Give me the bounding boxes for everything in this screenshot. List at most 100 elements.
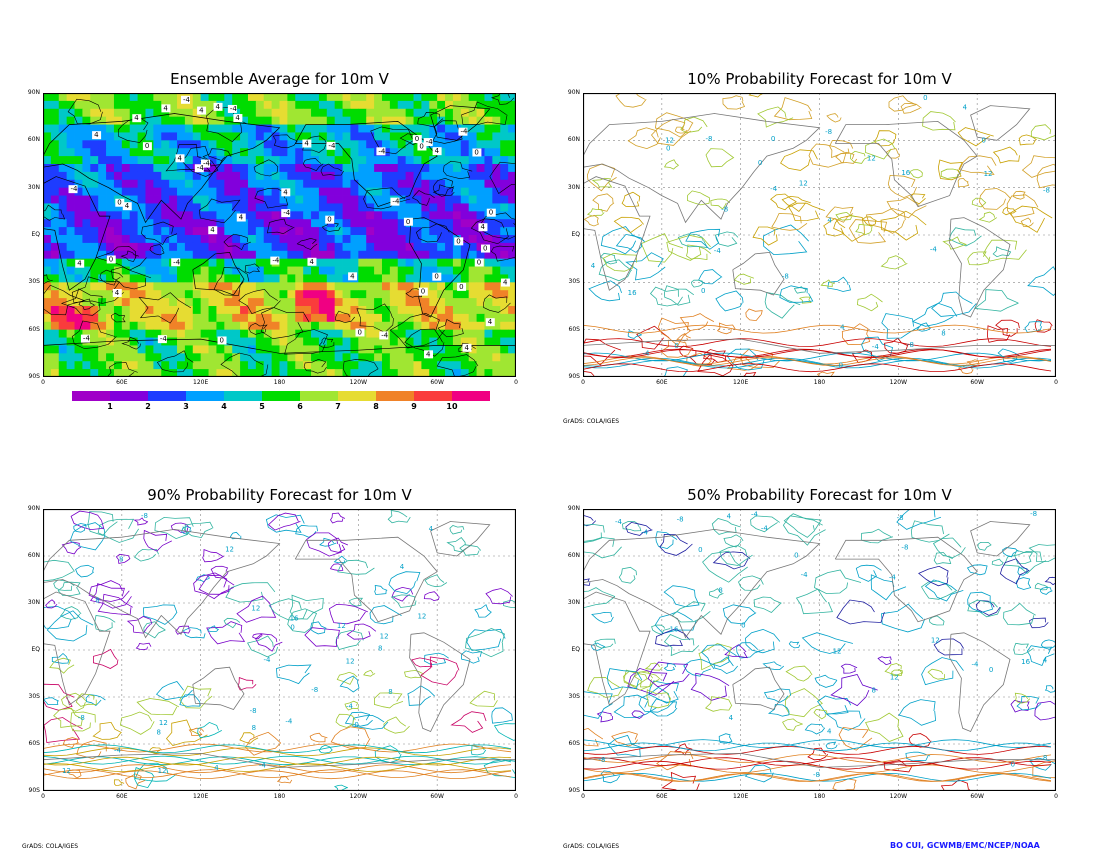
contour-line — [449, 525, 465, 535]
contour-line — [602, 252, 637, 272]
contour-line — [302, 158, 324, 171]
contour-line — [287, 608, 318, 633]
contour-line — [206, 621, 246, 645]
contour-line — [374, 692, 404, 709]
contour-line — [85, 694, 106, 707]
contour-line — [1034, 319, 1053, 333]
contour-label: 4 — [488, 318, 493, 326]
contour-line — [197, 721, 222, 739]
contour-line — [860, 528, 894, 544]
contour-line — [213, 267, 250, 296]
contour-line — [436, 354, 479, 377]
contour-line — [446, 537, 472, 553]
contour-line — [330, 512, 346, 524]
contour-line — [1021, 155, 1056, 178]
contour-label: -4 — [230, 105, 238, 113]
contour-line — [686, 190, 711, 206]
contour-line — [856, 293, 883, 312]
contour-line — [992, 146, 1020, 164]
contour-line — [865, 712, 904, 742]
contour-line — [647, 661, 690, 688]
contour-line — [1012, 190, 1026, 200]
contour-label: -8 — [141, 512, 148, 520]
contour-line — [389, 312, 445, 349]
colorbar-segment — [186, 391, 225, 401]
contour-line — [383, 716, 410, 734]
map-frame — [583, 93, 1056, 377]
contour-line — [918, 565, 949, 587]
contour-line — [583, 363, 1052, 373]
contour-label: 12 — [931, 637, 940, 645]
colorbar-tick-label: 2 — [145, 402, 151, 411]
contour-line — [156, 350, 194, 373]
contour-label: -4 — [272, 257, 280, 265]
contour-label: 8 — [718, 586, 722, 594]
contour-label: 4 — [239, 214, 244, 222]
contour-line — [753, 596, 782, 613]
contour-line — [959, 155, 997, 176]
contour-line — [788, 202, 825, 222]
contour-label: 0 — [741, 622, 745, 630]
contour-line — [337, 559, 375, 575]
filled-field — [43, 93, 516, 377]
contour-line — [149, 244, 165, 256]
contour-line — [474, 604, 492, 618]
contour-line — [887, 174, 917, 199]
contour-line — [583, 578, 591, 586]
contour-line — [870, 574, 907, 601]
colorbar-tick-label: 7 — [335, 402, 341, 411]
contour-line — [92, 721, 122, 740]
lon-tick-label: 120E — [193, 793, 209, 800]
contour-line — [583, 324, 1052, 334]
lon-tick-label: 120E — [733, 793, 749, 800]
contour-line — [493, 723, 516, 741]
contour-label: -8 — [705, 135, 712, 143]
contour-line — [722, 95, 746, 110]
contour-line — [165, 719, 208, 746]
contour-line — [179, 694, 201, 707]
contour-line — [61, 692, 88, 712]
contour-line — [712, 551, 751, 570]
contour-line — [931, 291, 977, 317]
contour-line — [342, 359, 379, 377]
contour-line — [43, 755, 512, 765]
contour-line — [825, 710, 866, 731]
contour-line — [420, 656, 460, 686]
contour-label: 4 — [591, 262, 596, 270]
contour-label: -4 — [426, 138, 434, 146]
panel-title-ensemble: Ensemble Average for 10m V — [170, 70, 389, 88]
contour-line — [75, 693, 97, 707]
grads-label-p90: GrADS: COLA/IGES — [22, 843, 79, 850]
contour-line — [613, 216, 644, 234]
contour-label: 0 — [794, 552, 798, 560]
contour-line — [865, 138, 896, 160]
contour-line — [654, 611, 697, 634]
contour-line — [253, 159, 279, 177]
lon-tick-label: 60E — [116, 379, 128, 386]
contour-label: 16 — [670, 625, 679, 633]
contour-line — [722, 604, 757, 625]
contour-label: 0 — [839, 362, 843, 370]
contour-line — [583, 537, 622, 559]
contour-label: -4 — [71, 185, 79, 193]
contour-line — [320, 163, 344, 176]
contour-label: 0 — [406, 218, 410, 226]
contour-line — [762, 661, 785, 671]
contour-line — [275, 664, 312, 685]
contour-line — [387, 510, 411, 524]
contour-line — [784, 688, 823, 718]
contour-label: -4 — [160, 335, 168, 343]
contour-label: 0 — [989, 666, 993, 674]
contour-line — [148, 747, 162, 755]
contour-label: 8 — [95, 596, 99, 604]
contour-label: 4 — [480, 223, 485, 231]
contour-label: 0 — [327, 216, 331, 224]
contour-line — [267, 512, 301, 531]
contour-line — [179, 685, 213, 709]
contour-label: -8 — [897, 514, 904, 522]
contour-line — [133, 517, 149, 526]
map-frame — [583, 509, 1056, 791]
contour-line — [829, 140, 854, 159]
contour-line — [97, 593, 133, 616]
contour-line — [835, 151, 858, 164]
